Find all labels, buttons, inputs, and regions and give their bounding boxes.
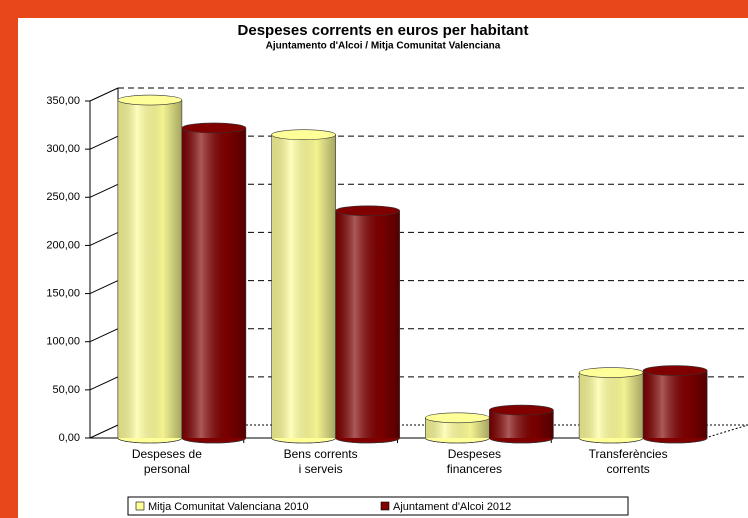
x-tick-label: Bens corrents i serveis: [283, 447, 358, 476]
bar-outline: [335, 210, 400, 444]
legend-swatch: [380, 501, 390, 511]
bar-top: [271, 129, 336, 140]
bar-shade: [643, 370, 708, 438]
bar-outline: [642, 370, 708, 444]
y-tick-label: 150,00: [46, 287, 80, 299]
legend-label: Mitja Comunitat Valenciana 2010: [148, 501, 309, 513]
depth-line: [89, 328, 119, 343]
chart-subtitle: Ajuntamento d'Alcoi / Mitja Comunitat Va…: [266, 41, 501, 52]
bar-outline: [271, 134, 336, 444]
legend-box: [127, 496, 629, 516]
bar-shade: [579, 372, 644, 438]
bar-outline: [425, 417, 490, 444]
chart-title: Despeses corrents en euros per habitant: [238, 22, 529, 39]
bar: [425, 412, 490, 444]
depth-line: [89, 135, 119, 150]
y-tick-label: 0,00: [59, 432, 80, 444]
bar-top: [117, 94, 183, 106]
depth-line: [89, 424, 119, 439]
bar-top: [181, 122, 247, 134]
y-tick-label: 200,00: [46, 239, 80, 251]
depth-line: [89, 231, 119, 246]
depth-line: [89, 87, 119, 102]
bar-outline: [117, 100, 183, 444]
bar-top: [335, 205, 400, 217]
legend-label: Ajuntament d'Alcoi 2012: [393, 501, 511, 513]
bar-shade: [335, 210, 400, 438]
chart: Despeses corrents en euros per habitant …: [46, 22, 748, 516]
y-tick-label: 100,00: [46, 336, 80, 348]
y-tick-label: 350,00: [46, 95, 80, 107]
bar-outline: [181, 127, 247, 444]
y-tick-label: 300,00: [46, 143, 80, 155]
chart-panel: Despeses corrents en euros per habitant …: [18, 18, 748, 518]
y-tick-label: 250,00: [46, 191, 80, 203]
bar-outline: [489, 410, 554, 444]
bar: [271, 129, 336, 444]
depth-line: [89, 376, 119, 391]
legend-swatch: [135, 501, 145, 511]
bar-shade: [425, 417, 490, 438]
depth-line: [89, 183, 119, 198]
bar-top: [489, 404, 554, 416]
bar: [181, 122, 247, 444]
bar-shade: [117, 100, 182, 438]
bar: [489, 404, 554, 444]
x-tick-label: Despeses financeres: [446, 447, 503, 476]
bar-top: [642, 365, 708, 376]
bar-outline: [578, 372, 644, 444]
x-tick-label: Transferències corrents: [588, 447, 668, 476]
floor-right-edge: [704, 424, 748, 439]
bar-top: [578, 367, 644, 378]
bar: [335, 205, 400, 444]
bar: [117, 94, 183, 444]
bar: [578, 367, 644, 444]
bar-shade: [181, 127, 246, 439]
bar: [642, 365, 708, 444]
x-tick-label: Despeses de personal: [131, 447, 202, 476]
bar-top: [425, 412, 490, 424]
depth-line: [89, 280, 119, 295]
bar-shade: [271, 134, 336, 438]
y-tick-label: 50,00: [52, 384, 80, 396]
